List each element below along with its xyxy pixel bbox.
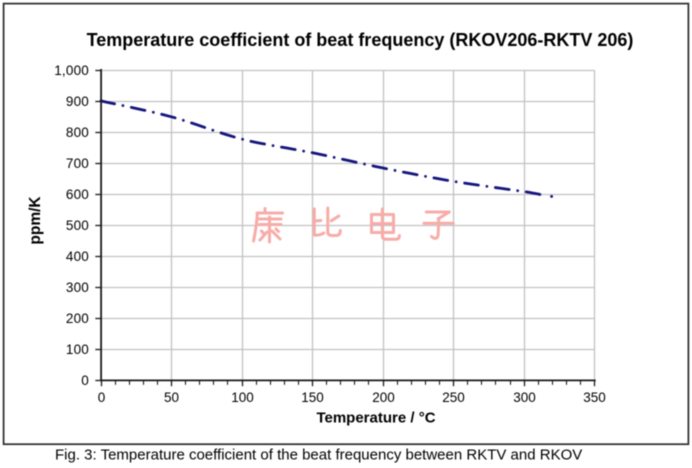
- svg-text:200: 200: [372, 390, 395, 405]
- svg-text:Temperature coefficient of bea: Temperature coefficient of beat frequenc…: [87, 30, 634, 50]
- svg-text:300: 300: [66, 280, 89, 295]
- svg-text:700: 700: [66, 156, 89, 171]
- svg-text:800: 800: [66, 125, 89, 140]
- svg-text:0: 0: [81, 373, 89, 388]
- svg-text:1,000: 1,000: [54, 63, 89, 78]
- svg-text:100: 100: [66, 342, 89, 357]
- svg-text:400: 400: [66, 249, 89, 264]
- svg-text:300: 300: [513, 390, 536, 405]
- svg-text:150: 150: [301, 390, 324, 405]
- svg-text:ppm/K: ppm/K: [27, 196, 44, 245]
- svg-text:200: 200: [66, 311, 89, 326]
- svg-text:100: 100: [231, 390, 254, 405]
- svg-text:500: 500: [66, 218, 89, 233]
- svg-text:Fig. 3: Temperature coefficien: Fig. 3: Temperature coefficient of the b…: [55, 447, 582, 463]
- svg-text:50: 50: [164, 390, 179, 405]
- svg-text:Temperature / °C: Temperature / °C: [316, 409, 435, 426]
- svg-text:900: 900: [66, 94, 89, 109]
- svg-text:0: 0: [98, 390, 106, 405]
- svg-text:250: 250: [442, 390, 465, 405]
- svg-text:350: 350: [583, 390, 606, 405]
- svg-text:600: 600: [66, 187, 89, 202]
